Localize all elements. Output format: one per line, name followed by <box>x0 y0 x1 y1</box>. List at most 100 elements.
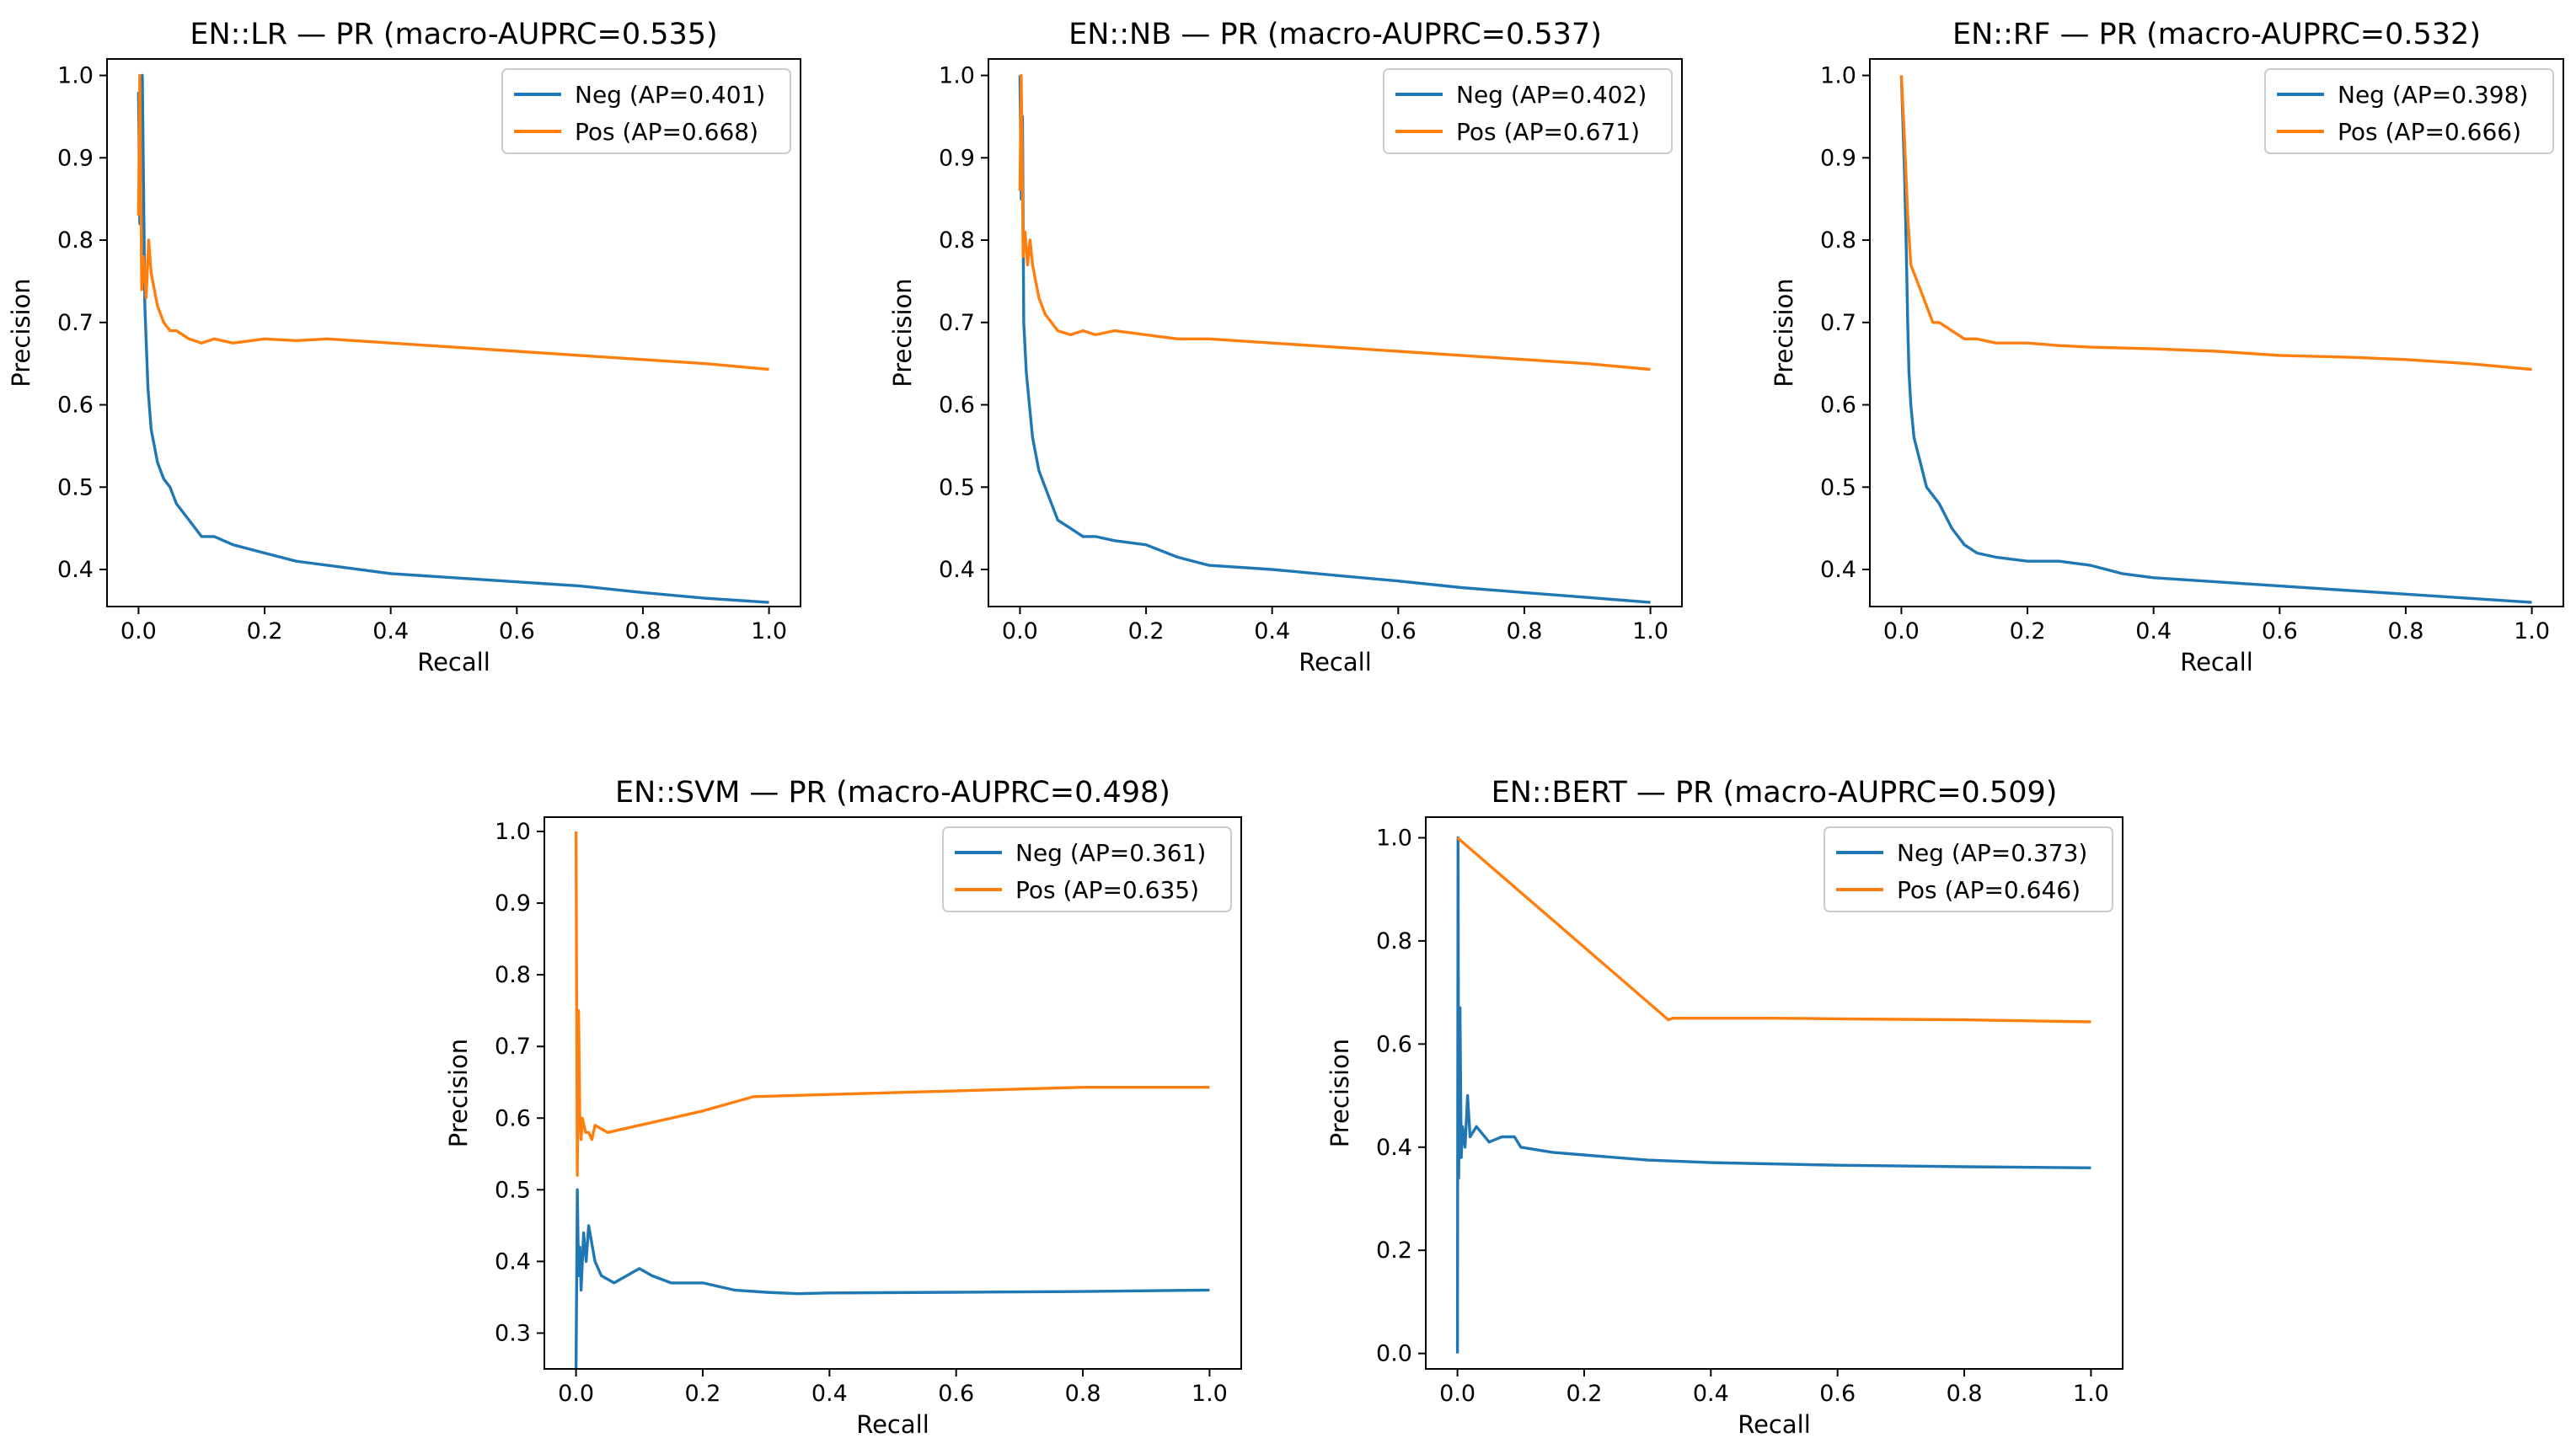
axes-frame <box>544 816 1242 1370</box>
y-tick-label: 1.0 <box>939 63 975 89</box>
x-tick-label: 0.2 <box>1128 618 1165 644</box>
chart-2: EN::NB — PR (macro-AUPRC=0.537)0.0 0.2 0.4… <box>888 18 1683 676</box>
x-axis-label: Recall <box>1738 1410 1811 1439</box>
y-axis-label: Precision <box>1325 1039 1354 1147</box>
legend-label-neg: Neg (AP=0.402) <box>1456 81 1647 109</box>
legend: Neg (AP=0.361) Pos (AP=0.635) <box>942 826 1232 912</box>
x-tick-label: 0.4 <box>372 618 409 644</box>
x-tick-label: 0.0 <box>1883 618 1920 644</box>
chart-title: EN::NB — PR (macro-AUPRC=0.537) <box>1068 18 1602 51</box>
y-tick-label: 0.8 <box>57 227 94 254</box>
axes-frame <box>988 58 1683 607</box>
y-tick-label: 0.9 <box>1820 145 1856 171</box>
y-tick-label: 0.5 <box>939 474 975 500</box>
legend-box <box>942 826 1232 912</box>
series-line-pos <box>574 831 1210 1178</box>
y-axis-label: Precision <box>7 278 35 387</box>
y-tick-label: 0.4 <box>57 557 94 583</box>
x-tick-label: 0.8 <box>1506 618 1542 644</box>
y-tick-label: 0.4 <box>1820 557 1856 583</box>
y-tick-label: 0.6 <box>1376 1031 1412 1057</box>
x-axis-label: Recall <box>856 1410 929 1439</box>
y-tick-label: 0.5 <box>57 474 94 500</box>
series-line-pos <box>1456 837 2091 1024</box>
x-tick-label: 0.6 <box>1819 1381 1856 1407</box>
series-line-neg <box>574 1188 1210 1369</box>
x-tick-label: 0.2 <box>247 618 283 644</box>
chart-5: EN::BERT — PR (macro-AUPRC=0.509)0.0 0.2 0… <box>1325 776 2123 1439</box>
y-tick-label: 0.5 <box>1820 474 1856 500</box>
y-tick-label: 0.4 <box>495 1248 531 1275</box>
series-line-neg <box>1899 75 2532 604</box>
legend-label-neg: Neg (AP=0.361) <box>1015 839 1206 867</box>
x-tick-label: 1.0 <box>1632 618 1668 644</box>
legend-label-pos: Pos (AP=0.635) <box>1015 876 1199 904</box>
x-tick-label: 0.6 <box>938 1381 974 1407</box>
legend: Neg (AP=0.401) Pos (AP=0.668) <box>501 68 791 154</box>
x-axis-label: Recall <box>417 648 490 676</box>
y-tick-label: 0.8 <box>939 227 975 254</box>
series-line-pos <box>1018 73 1651 372</box>
series-line-neg <box>137 73 769 604</box>
legend-label-pos: Pos (AP=0.668) <box>575 118 758 146</box>
chart-title: EN::BERT — PR (macro-AUPRC=0.509) <box>1492 776 2058 810</box>
legend-box <box>2264 68 2554 154</box>
y-tick-label: 1.0 <box>1376 825 1412 851</box>
y-tick-label: 0.7 <box>57 310 94 336</box>
x-tick-label: 0.4 <box>811 1381 848 1407</box>
x-tick-label: 0.0 <box>1002 618 1038 644</box>
y-axis-label: Precision <box>1770 278 1798 387</box>
series-line-neg <box>1018 75 1651 604</box>
legend: Neg (AP=0.373) Pos (AP=0.646) <box>1824 826 2113 912</box>
y-tick-label: 0.9 <box>495 890 531 917</box>
legend: Neg (AP=0.402) Pos (AP=0.671) <box>1383 68 1673 154</box>
y-tick-label: 0.4 <box>1376 1135 1412 1161</box>
x-tick-label: 0.2 <box>684 1381 720 1407</box>
x-tick-label: 1.0 <box>751 618 787 644</box>
axes-frame <box>106 58 801 607</box>
chart-title: EN::SVM — PR (macro-AUPRC=0.498) <box>615 776 1170 810</box>
legend-label-pos: Pos (AP=0.646) <box>1897 876 2081 904</box>
x-tick-label: 0.0 <box>1439 1381 1475 1407</box>
y-tick-label: 0.8 <box>1820 227 1856 254</box>
x-tick-label: 0.8 <box>2387 618 2423 644</box>
x-tick-label: 0.2 <box>1566 1381 1602 1407</box>
axes-frame <box>1425 816 2123 1370</box>
legend-box <box>501 68 791 154</box>
y-tick-label: 0.7 <box>1820 310 1856 336</box>
axes-frame <box>1869 58 2564 607</box>
series-line-pos <box>137 73 769 372</box>
y-tick-label: 0.6 <box>1820 393 1856 419</box>
y-tick-label: 0.6 <box>495 1105 531 1131</box>
x-tick-label: 1.0 <box>1192 1381 1228 1407</box>
x-tick-label: 0.8 <box>1065 1381 1101 1407</box>
legend-label-neg: Neg (AP=0.398) <box>2338 81 2528 109</box>
x-tick-label: 0.6 <box>2262 618 2298 644</box>
x-tick-label: 0.4 <box>1693 1381 1729 1407</box>
y-tick-label: 0.4 <box>939 557 975 583</box>
x-tick-label: 0.8 <box>1947 1381 1983 1407</box>
y-axis-label: Precision <box>888 278 917 387</box>
y-tick-label: 0.7 <box>495 1034 531 1060</box>
y-tick-label: 0.0 <box>1376 1341 1412 1367</box>
y-tick-label: 0.6 <box>939 393 975 419</box>
chart-title: EN::RF — PR (macro-AUPRC=0.532) <box>1952 18 2481 51</box>
chart-3: EN::RF — PR (macro-AUPRC=0.532)0.0 0.2 0.4… <box>1770 18 2564 676</box>
y-tick-label: 0.2 <box>1376 1238 1412 1264</box>
chart-1: EN::LR — PR (macro-AUPRC=0.535)0.0 0.2 0.4… <box>7 18 801 676</box>
legend-box <box>1824 826 2113 912</box>
y-axis-label: Precision <box>444 1039 473 1147</box>
legend: Neg (AP=0.398) Pos (AP=0.666) <box>2264 68 2554 154</box>
y-tick-label: 1.0 <box>495 819 531 845</box>
y-tick-label: 1.0 <box>57 63 94 89</box>
chart-4: EN::SVM — PR (macro-AUPRC=0.498)0.0 0.2 0.… <box>444 776 1242 1439</box>
x-tick-label: 0.0 <box>558 1381 594 1407</box>
y-tick-label: 0.9 <box>57 145 94 171</box>
x-axis-label: Recall <box>1299 648 1372 676</box>
y-tick-label: 0.8 <box>495 962 531 988</box>
y-tick-label: 0.7 <box>939 310 975 336</box>
legend-box <box>1383 68 1673 154</box>
x-tick-label: 0.6 <box>499 618 535 644</box>
x-tick-label: 0.2 <box>2010 618 2046 644</box>
